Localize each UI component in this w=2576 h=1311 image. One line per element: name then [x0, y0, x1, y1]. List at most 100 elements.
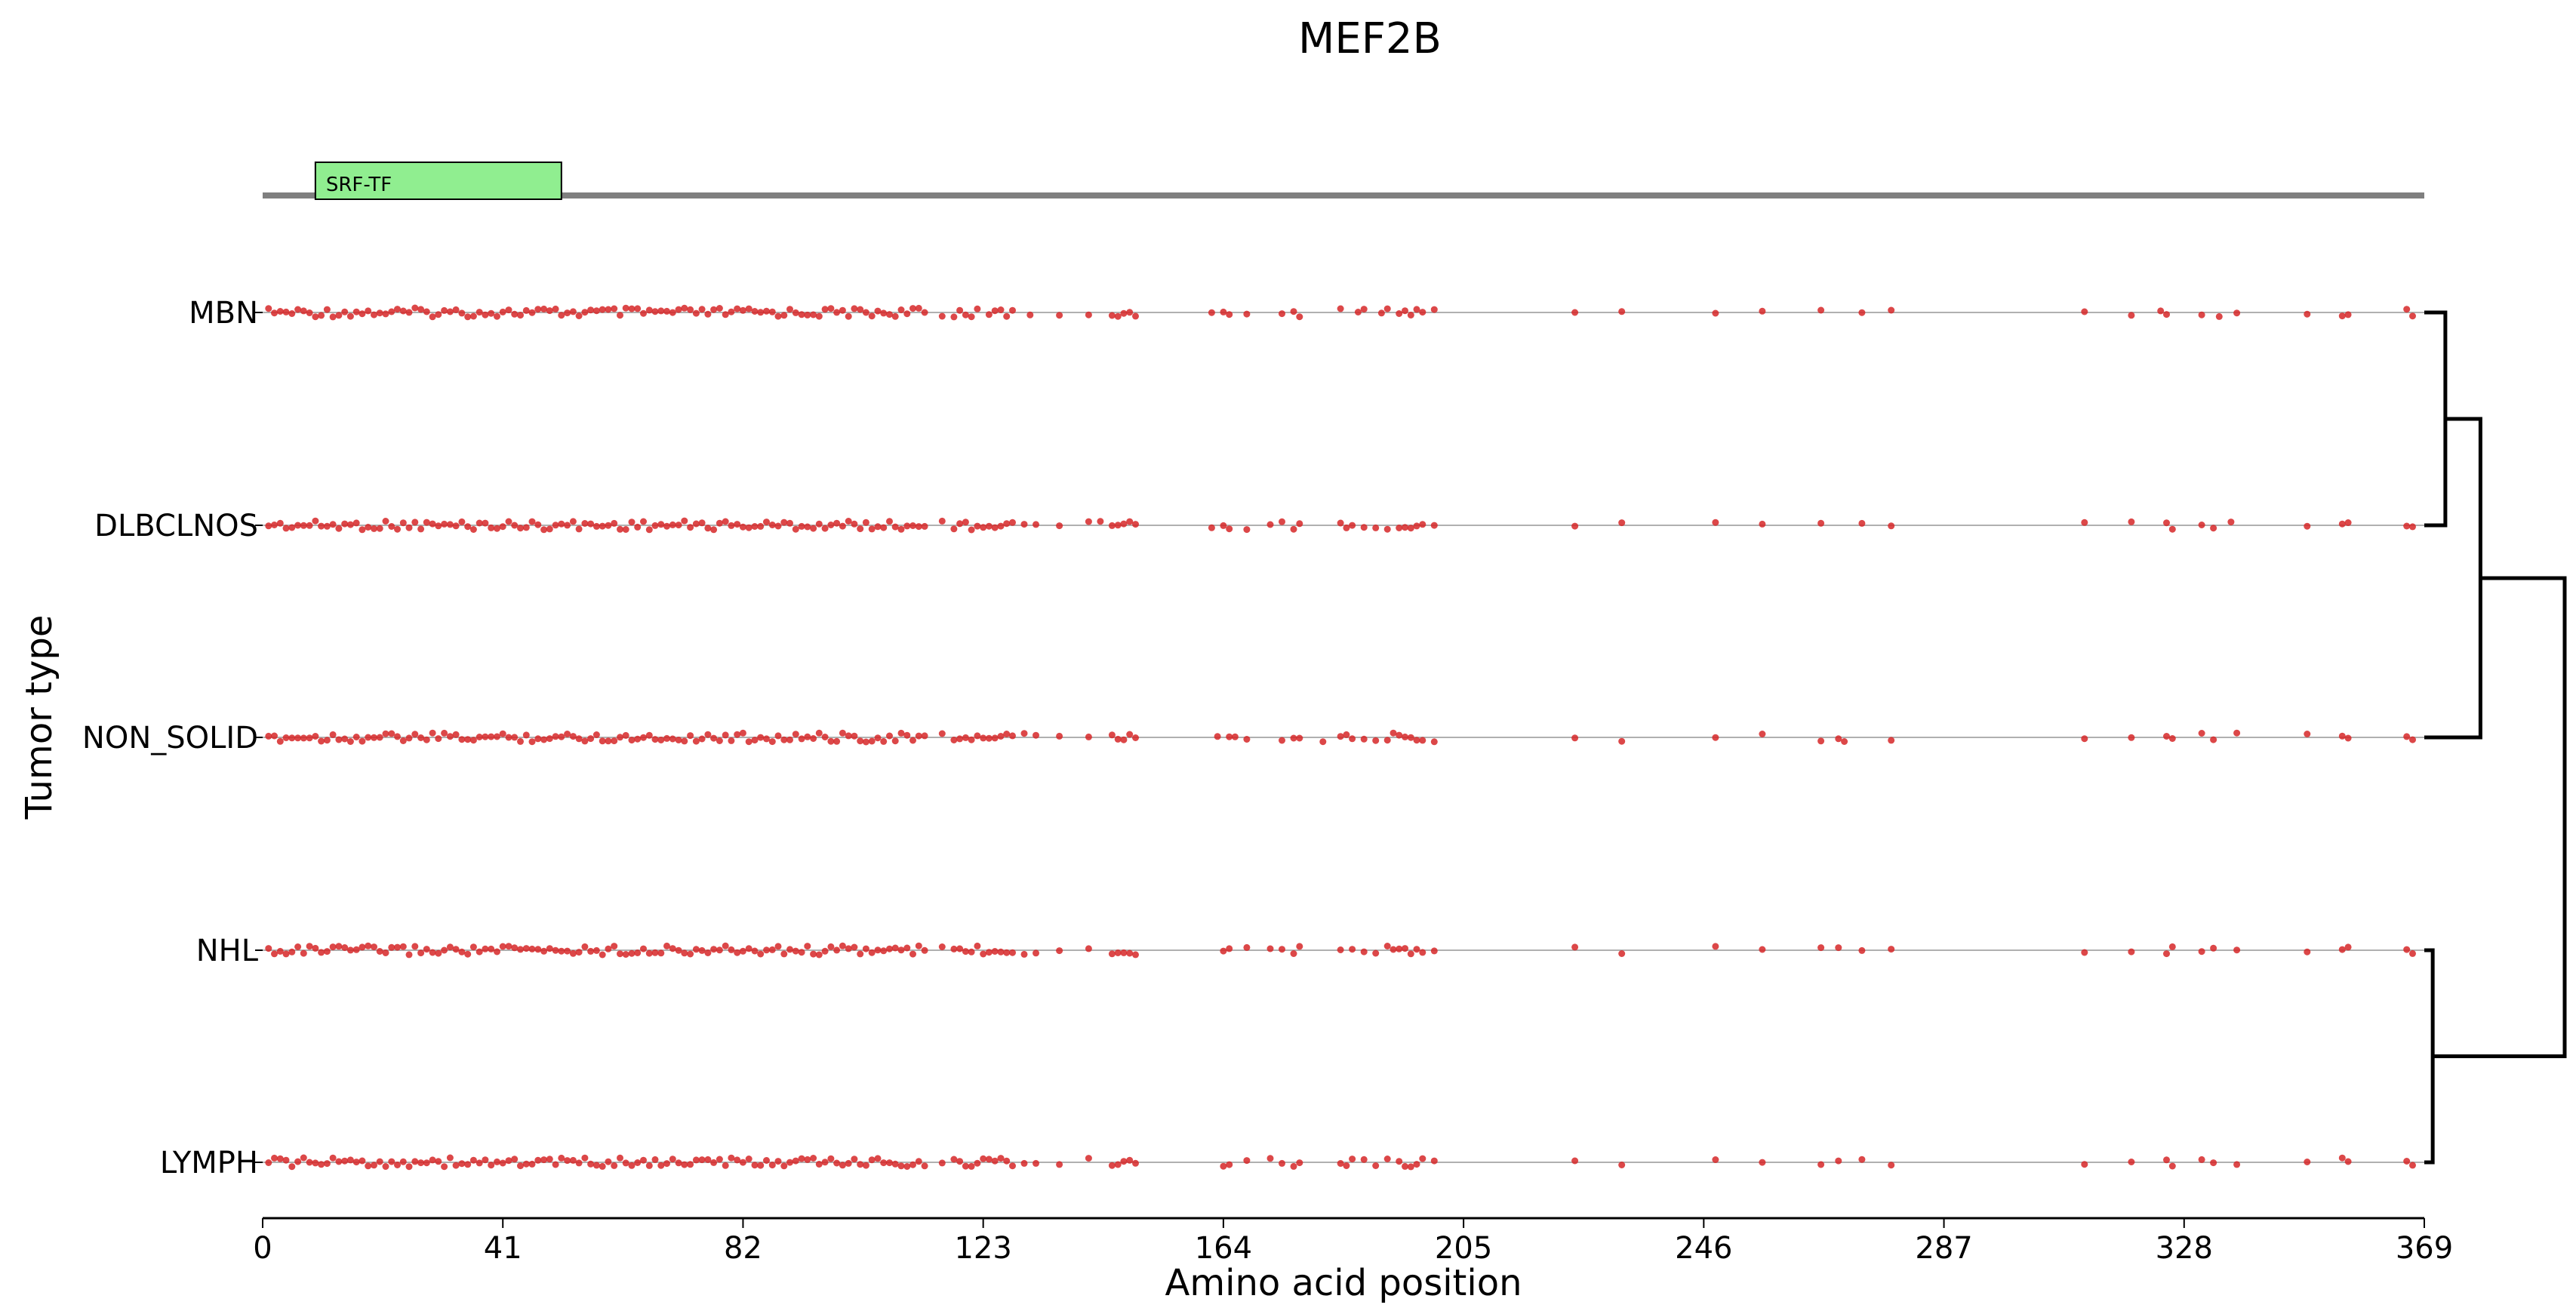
mutation-point [382, 310, 389, 318]
mutation-point [950, 737, 958, 743]
mutation-point [446, 943, 454, 951]
mutation-point [1026, 311, 1034, 319]
mutation-point [909, 737, 916, 744]
mutation-point [622, 951, 629, 958]
mutation-point [798, 1155, 805, 1162]
mutation-point [687, 732, 694, 740]
mutation-point [2210, 525, 2217, 532]
mutation-point [329, 943, 337, 951]
mutation-point [423, 946, 430, 953]
mutation-point [956, 520, 964, 528]
mutation-point [534, 306, 542, 313]
mutation-point [2128, 948, 2135, 956]
mutation-point [469, 312, 477, 320]
mutation-point [991, 524, 999, 531]
mutation-point [611, 305, 618, 312]
mutation-point [288, 1163, 296, 1171]
mutation-point [827, 522, 835, 528]
mutation-point [1402, 733, 1408, 740]
mutation-point [1108, 950, 1116, 958]
mutation-point [669, 1156, 676, 1163]
mutation-point [2233, 1161, 2241, 1168]
mutation-point [505, 734, 512, 741]
mutation-point [1266, 1155, 1274, 1162]
mutation-point [1413, 522, 1420, 530]
mutation-point [751, 1162, 759, 1169]
mutation-point [810, 735, 817, 742]
mutation-point [546, 735, 553, 743]
mutation-point [1296, 943, 1303, 950]
mutation-point [441, 520, 448, 528]
mutation-point [815, 1161, 823, 1168]
mutation-point [763, 946, 770, 954]
mutation-point [909, 950, 916, 958]
mutation-point [1888, 522, 1895, 530]
y-tick-label: LYMPH [160, 1146, 258, 1180]
mutation-point [1003, 1157, 1011, 1165]
mutation-point [2168, 735, 2176, 742]
mutation-point [2338, 732, 2346, 740]
mutation-point [1296, 1159, 1303, 1167]
mutation-point [564, 731, 571, 737]
mutation-point [265, 732, 272, 740]
mutation-point [862, 945, 869, 952]
mutation-point [1337, 733, 1344, 740]
mutation-point [997, 733, 1005, 740]
mutation-point [399, 943, 407, 950]
mutation-point [1033, 949, 1039, 957]
mutation-point [839, 522, 846, 530]
mutation-point [1279, 946, 1285, 953]
mutation-point [938, 517, 946, 525]
mutation-point [745, 738, 752, 746]
mutation-point [645, 306, 653, 314]
domain-label: SRF-TF [326, 174, 392, 196]
mutation-point [411, 731, 419, 738]
mutation-point [651, 736, 659, 743]
mutation-point [546, 525, 553, 533]
mutation-point [417, 949, 425, 957]
mutation-point [1009, 1162, 1016, 1170]
mutation-point [569, 733, 577, 740]
mutation-point [915, 304, 922, 312]
mutation-point [962, 519, 969, 526]
mutation-point [1360, 735, 1368, 743]
mutation-point [511, 1156, 519, 1163]
mutation-point [751, 737, 759, 744]
mutation-point [341, 308, 349, 315]
mutation-point [1413, 306, 1420, 313]
mutation-point [1413, 946, 1420, 953]
mutation-point [698, 519, 706, 527]
mutation-point [980, 734, 987, 742]
mutation-point [306, 734, 313, 742]
mutation-point [534, 735, 542, 743]
mutation-point [728, 946, 735, 953]
mutation-point [294, 1158, 302, 1165]
mutation-point [710, 1159, 718, 1166]
mutation-point [569, 308, 577, 315]
dendrogram-link [2424, 417, 2482, 740]
mutation-point [271, 1154, 278, 1162]
mutation-point [312, 1159, 319, 1167]
mutation-point [1279, 737, 1285, 744]
mutation-point [657, 949, 665, 957]
mutation-point [288, 948, 296, 956]
mutation-point [276, 737, 284, 745]
mutation-point [469, 1156, 477, 1164]
mutation-point [745, 305, 752, 312]
mutation-point [2233, 729, 2241, 737]
mutation-point [1759, 307, 1766, 315]
mutation-point [821, 1159, 829, 1166]
mutation-point [657, 307, 665, 315]
mutation-point [435, 522, 442, 530]
mutation-point [1243, 1157, 1251, 1165]
mutation-point [552, 522, 559, 529]
mutation-point [651, 1156, 659, 1163]
mutation-point [429, 313, 436, 321]
mutation-point [371, 943, 377, 951]
mutation-point [1888, 946, 1895, 953]
mutation-point [1571, 734, 1579, 742]
mutation-point [276, 947, 284, 955]
mutation-point [522, 731, 530, 739]
mutation-point [1003, 731, 1011, 737]
mutation-point [628, 305, 636, 312]
